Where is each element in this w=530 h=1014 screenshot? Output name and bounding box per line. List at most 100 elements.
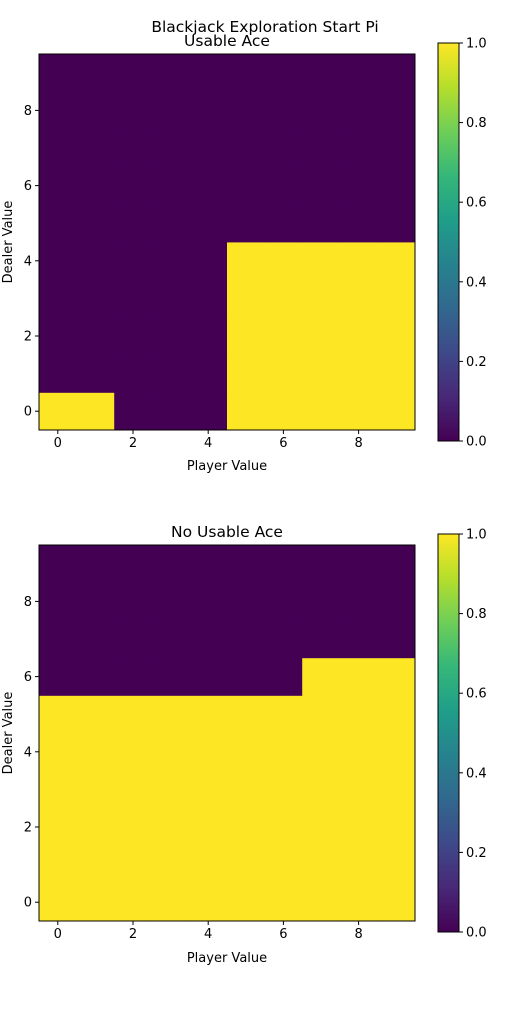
x-tick-label: 2	[129, 436, 137, 451]
x-tick-label: 4	[204, 436, 212, 451]
heatmap-cell	[152, 846, 190, 884]
heatmap-cell	[152, 658, 190, 696]
heatmap-cell	[340, 545, 378, 583]
heatmap-cell	[189, 167, 227, 205]
heatmap-cell	[189, 392, 227, 430]
heatmap-cell	[77, 355, 115, 393]
heatmap-cell	[39, 355, 77, 393]
heatmap-cell	[114, 771, 152, 809]
heatmap-cell	[189, 695, 227, 733]
y-axis-ticks: 0 2 4 6 8	[24, 595, 39, 911]
colorbar-gradient	[438, 43, 459, 441]
heatmap-cell	[77, 54, 115, 92]
y-tick-label: 4	[24, 254, 32, 269]
x-tick-label: 0	[54, 927, 62, 942]
heatmap-cell	[302, 317, 340, 355]
heatmap-cell	[152, 392, 190, 430]
heatmap-cell	[340, 846, 378, 884]
heatmap-cell	[152, 545, 190, 583]
y-tick-label: 6	[24, 179, 32, 194]
y-tick-label: 0	[24, 405, 32, 420]
heatmap-cell	[340, 808, 378, 846]
heatmap-cell	[39, 167, 77, 205]
heatmap-cell	[377, 54, 415, 92]
heatmap-cell	[340, 733, 378, 771]
y-axis-label: Dealer Value	[1, 692, 16, 775]
colorbar-tick-label: 0.4	[466, 766, 487, 781]
x-tick-label: 6	[279, 436, 287, 451]
heatmap-cell	[77, 771, 115, 809]
colorbar-tick-label: 0.8	[466, 607, 487, 622]
heatmap-cell	[77, 808, 115, 846]
colorbar-tick-label: 0.2	[466, 846, 487, 861]
x-tick-label: 4	[204, 927, 212, 942]
heatmap-cell	[77, 242, 115, 280]
heatmap-cell	[340, 129, 378, 167]
heatmap-cell	[114, 129, 152, 167]
heatmap-cell	[377, 808, 415, 846]
heatmap-cell	[340, 620, 378, 658]
colorbar-tick-label: 0.4	[466, 275, 487, 290]
heatmap-cell	[152, 355, 190, 393]
heatmap-cell	[377, 583, 415, 621]
heatmap-cell	[265, 808, 303, 846]
heatmap-cell	[39, 771, 77, 809]
x-tick-label: 6	[279, 927, 287, 942]
heatmap-cell	[265, 733, 303, 771]
heatmap-cell	[114, 355, 152, 393]
heatmap-cell	[152, 583, 190, 621]
heatmap-cell	[265, 620, 303, 658]
colorbar-tick-label: 0.6	[466, 196, 487, 211]
heatmap-cell	[77, 583, 115, 621]
heatmap-cell	[340, 317, 378, 355]
heatmap-cell	[340, 54, 378, 92]
heatmap-cell	[227, 242, 265, 280]
heatmap-cell	[152, 242, 190, 280]
heatmap-cell	[114, 242, 152, 280]
heatmap-cell	[340, 883, 378, 921]
heatmap-cell	[39, 658, 77, 696]
heatmap-cell	[340, 204, 378, 242]
heatmap-cell	[377, 658, 415, 696]
heatmap-cell	[189, 204, 227, 242]
heatmap-cell	[227, 317, 265, 355]
y-tick-label: 2	[24, 821, 32, 836]
heatmap-cell	[189, 280, 227, 318]
heatmap-cell	[227, 883, 265, 921]
heatmap-cell	[377, 620, 415, 658]
heatmap-cell	[77, 733, 115, 771]
heatmap-cell	[39, 620, 77, 658]
heatmap-cell	[227, 808, 265, 846]
heatmap-cell	[189, 771, 227, 809]
heatmap-cell	[302, 695, 340, 733]
heatmap-cell	[302, 733, 340, 771]
x-tick-label: 8	[354, 436, 362, 451]
heatmap-cell	[265, 883, 303, 921]
colorbar-tick-label: 0.0	[466, 435, 487, 450]
heatmap-cell	[377, 355, 415, 393]
heatmap-cell	[340, 280, 378, 318]
heatmap-cell	[189, 620, 227, 658]
heatmap-cell	[77, 392, 115, 430]
colorbar-tick-label: 1.0	[466, 528, 487, 543]
heatmap-cell	[265, 355, 303, 393]
heatmap-cell	[114, 280, 152, 318]
heatmap-cell	[302, 204, 340, 242]
heatmap-cell	[340, 167, 378, 205]
heatmap-cell	[227, 658, 265, 696]
heatmap-cell	[152, 129, 190, 167]
heatmap-cell	[189, 658, 227, 696]
heatmap-cell	[227, 167, 265, 205]
heatmap-cell	[152, 167, 190, 205]
heatmap-cell	[114, 545, 152, 583]
heatmap-cell	[265, 317, 303, 355]
heatmap-panel-no-usable-ace: No Usable Ace 02468 02468 Player Value D…	[1, 523, 415, 966]
heatmap-cell	[265, 167, 303, 205]
heatmap-cell	[152, 620, 190, 658]
heatmap-cell	[377, 883, 415, 921]
heatmap-cell	[340, 658, 378, 696]
heatmap-cell	[227, 620, 265, 658]
colorbar-top: 0.00.20.40.60.81.0	[438, 37, 487, 450]
heatmap-cell	[377, 771, 415, 809]
heatmap-cell	[227, 771, 265, 809]
